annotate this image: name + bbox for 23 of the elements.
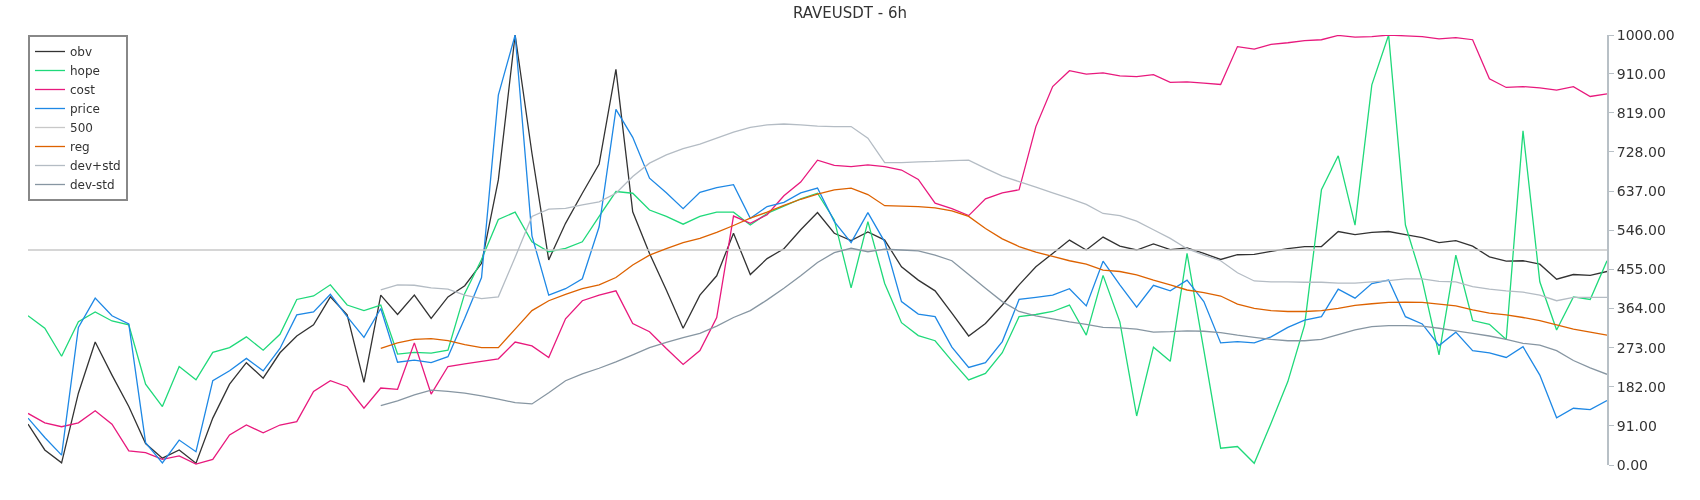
legend-label: dev+std — [70, 159, 121, 174]
y-tick-label: 182.00 — [1616, 378, 1666, 395]
line-series — [380, 187, 1607, 350]
legend-label: dev-std — [70, 178, 115, 193]
legend-label: cost — [70, 83, 96, 98]
y-tick-label: 455.00 — [1616, 261, 1666, 278]
y-tick-label: 0.00 — [1616, 456, 1648, 473]
chart-title: RAVEUSDT - 6h — [792, 4, 908, 22]
y-tick-label: 364.00 — [1616, 300, 1666, 317]
y-tick-label: 637.00 — [1616, 182, 1666, 199]
legend-label: 500 — [70, 121, 93, 136]
y-tick-label: 910.00 — [1616, 65, 1666, 82]
y-tick-label: 273.00 — [1616, 339, 1666, 356]
y-tick-label: 819.00 — [1616, 104, 1666, 121]
line-series — [380, 247, 1607, 407]
y-tick-label: 546.00 — [1616, 222, 1666, 239]
y-tick-label: 91.00 — [1616, 417, 1657, 434]
y-tick-label: 728.00 — [1616, 143, 1666, 160]
legend-label: hope — [70, 64, 100, 79]
legend-label: obv — [70, 45, 93, 60]
legend-label: price — [70, 102, 100, 117]
legend-label: reg — [70, 140, 90, 155]
y-tick-label: 1000.00 — [1616, 26, 1675, 43]
